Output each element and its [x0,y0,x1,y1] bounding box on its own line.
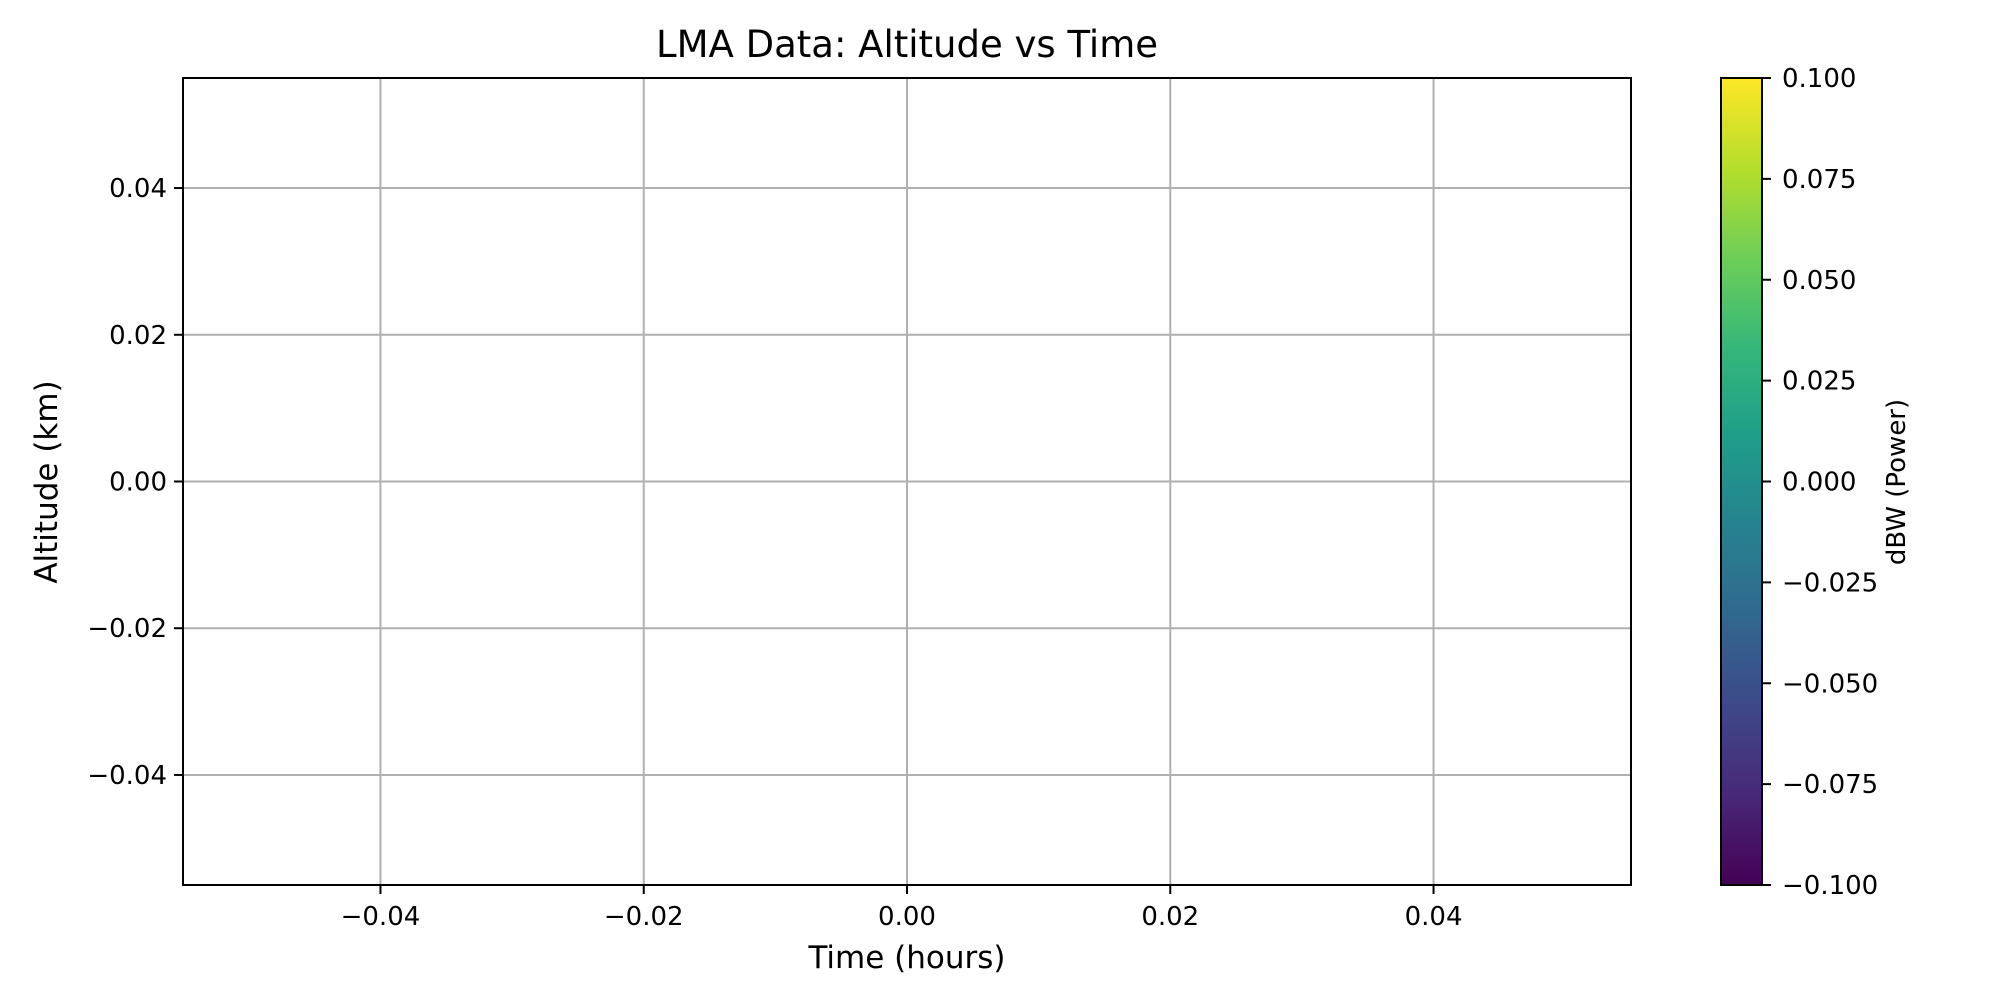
colorbar-label: dBW (Power) [1882,399,1912,565]
y-axis-label: Altitude (km) [29,380,65,583]
colorbar-tick-label: 0.100 [1782,64,1856,94]
colorbar-tick-label: 0.025 [1782,367,1856,397]
x-tick-label: −0.04 [341,902,421,932]
colorbar-tick-label: 0.000 [1782,468,1856,498]
x-tick-label: 0.02 [1141,902,1199,932]
colorbar-tick-label: −0.100 [1782,871,1878,901]
y-tick-label: 0.04 [109,174,167,204]
colorbar [1720,77,1763,886]
y-axis-ticks: −0.04 −0.02 0.00 0.02 0.04 [87,174,183,791]
y-tick-label: −0.02 [87,614,167,644]
x-axis-label: Time (hours) [807,940,1005,976]
x-tick-label: 0.00 [878,902,936,932]
colorbar-tick-label: −0.050 [1782,669,1878,699]
y-gridlines [183,187,1631,776]
colorbar-tick-label: −0.025 [1782,568,1878,598]
y-tick-label: 0.00 [109,468,167,498]
colorbar-tick-label: −0.075 [1782,770,1878,800]
y-tick-label: 0.02 [109,321,167,351]
chart-title: LMA Data: Altitude vs Time [656,23,1158,66]
colorbar-ticks: −0.100 −0.075 −0.050 −0.025 0.000 0.025 0.050 0… [1762,64,1878,901]
colorbar-tick-label: 0.075 [1782,165,1856,195]
y-tick-label: −0.04 [87,761,167,791]
x-tick-label: −0.02 [604,902,684,932]
x-axis-ticks: −0.04 −0.02 0.00 0.02 0.04 [341,885,1463,932]
x-tick-label: 0.04 [1405,902,1463,932]
colorbar-tick-label: 0.050 [1782,266,1856,296]
